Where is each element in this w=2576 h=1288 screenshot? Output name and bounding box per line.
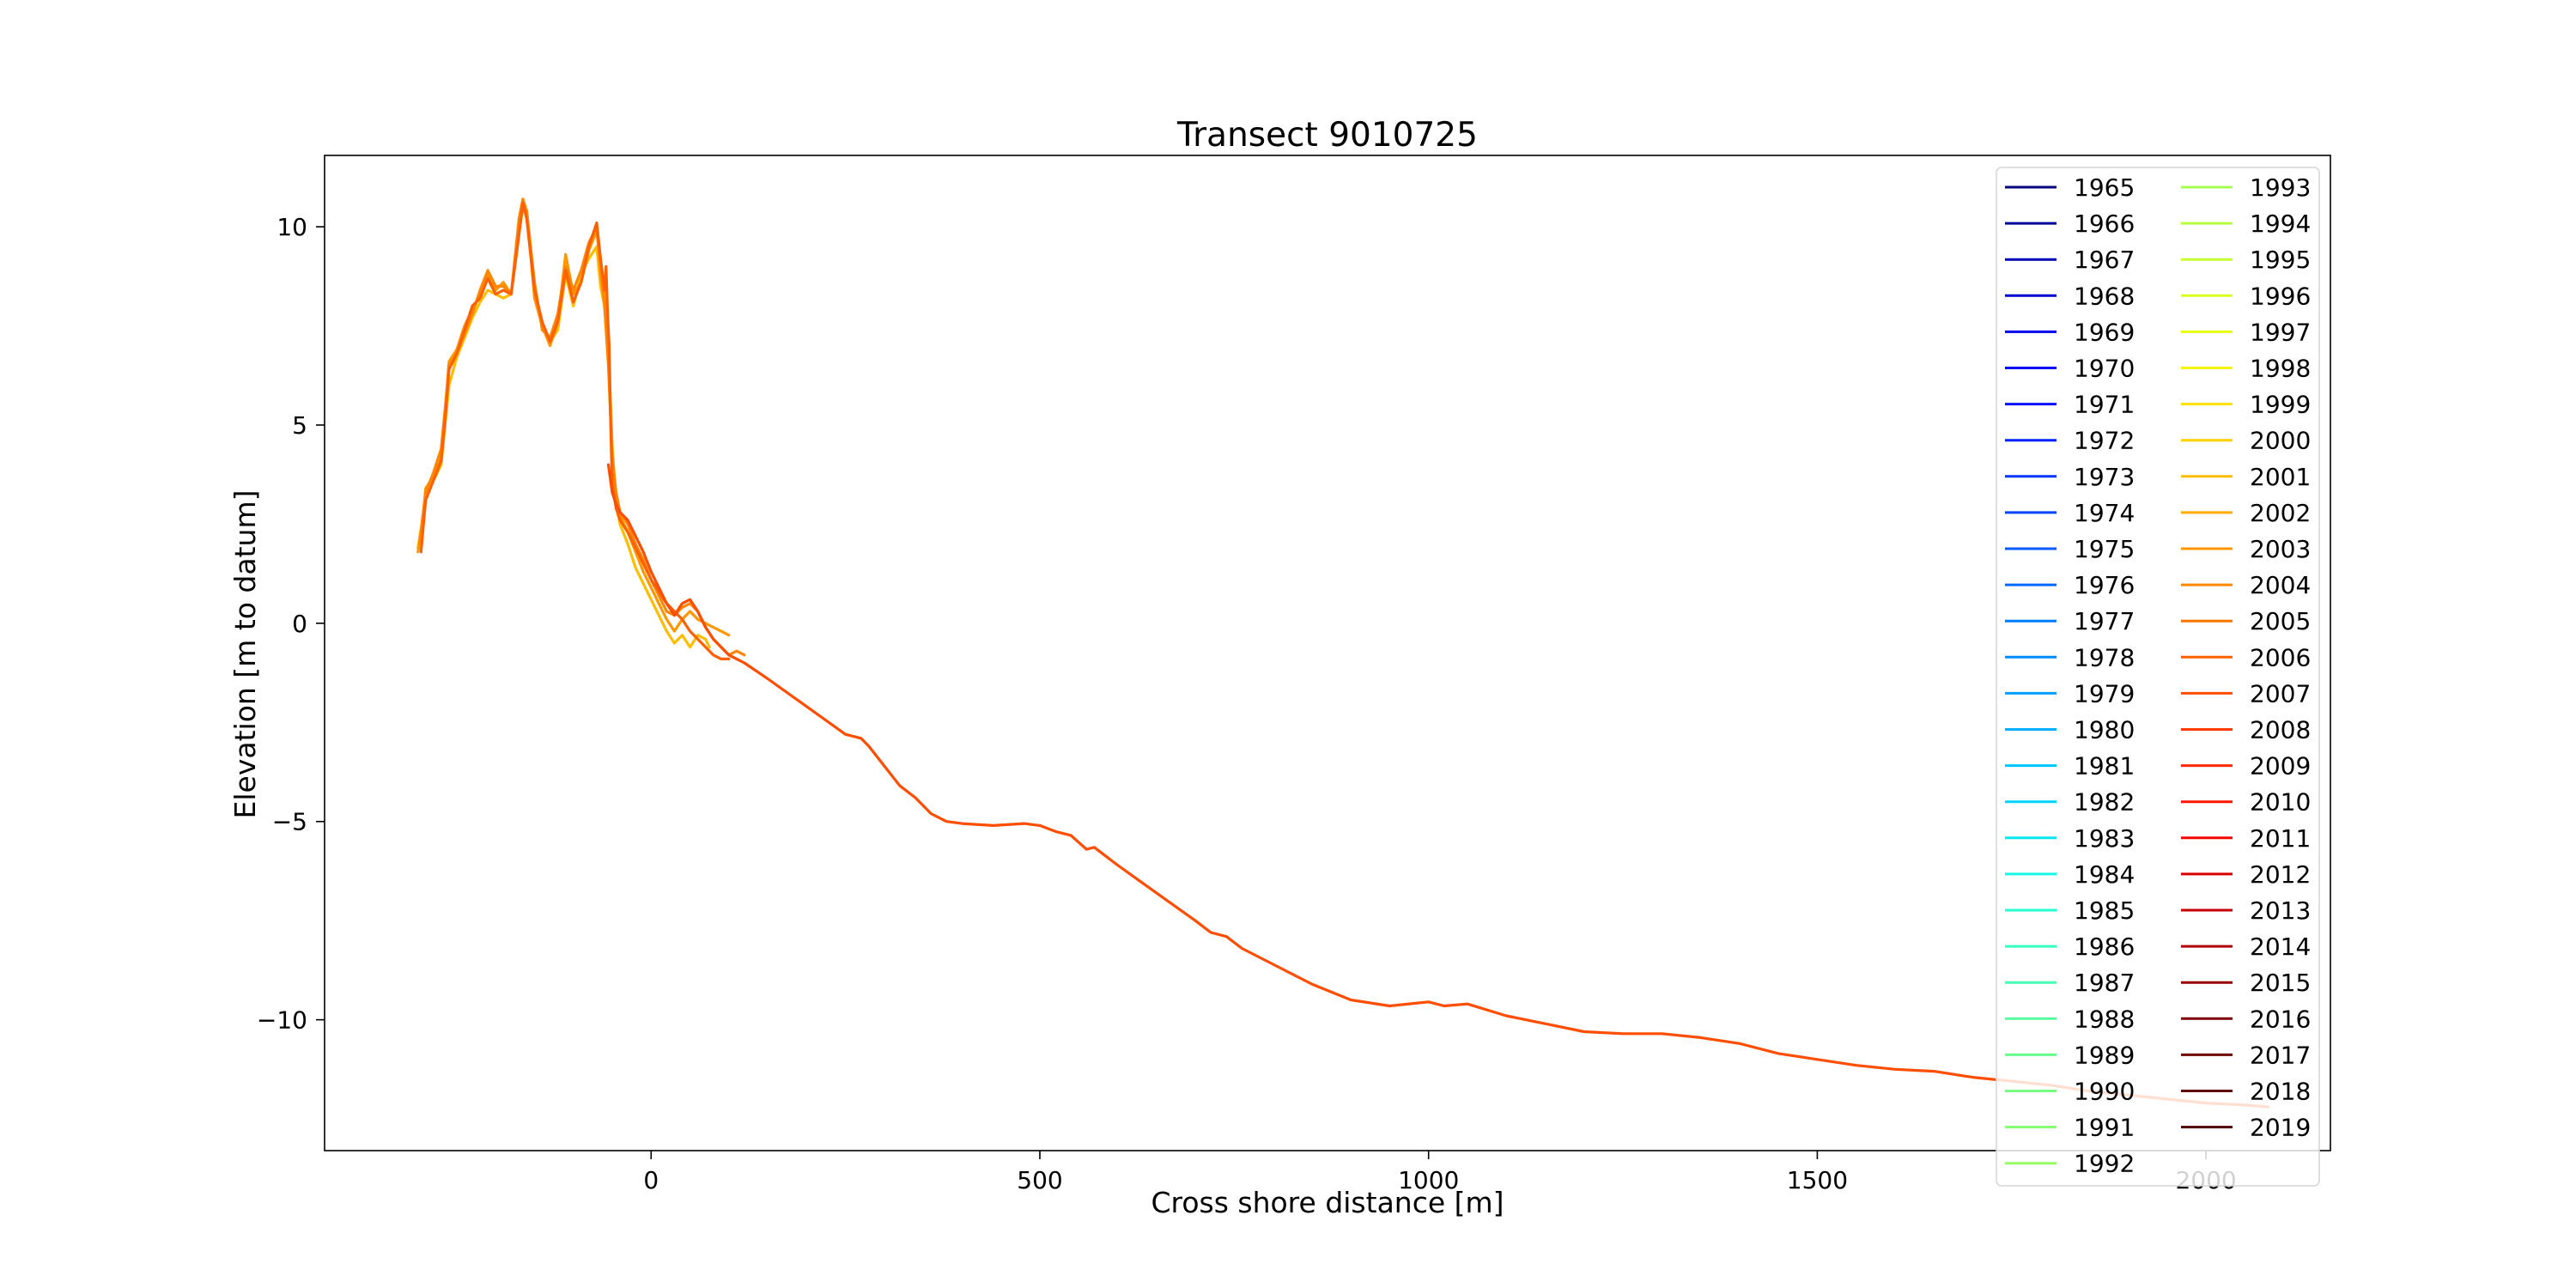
legend-label: 1984 <box>2074 860 2135 889</box>
legend-label: 1971 <box>2074 391 2135 419</box>
legend-label: 1999 <box>2250 391 2311 419</box>
x-tick-label: 1500 <box>1787 1166 1848 1194</box>
legend-label: 1991 <box>2074 1114 2135 1142</box>
y-tick-label: 0 <box>292 610 307 638</box>
series-line-2 <box>417 197 746 657</box>
legend-label: 2007 <box>2250 679 2311 708</box>
legend-label: 2001 <box>2250 463 2311 491</box>
legend-label: 2019 <box>2250 1114 2311 1142</box>
y-axis-label: Elevation [m to datum] <box>228 490 262 819</box>
legend-label: 1969 <box>2074 318 2135 346</box>
x-tick-label: 1000 <box>1398 1166 1459 1194</box>
legend-label: 1995 <box>2250 246 2311 274</box>
legend-label: 1988 <box>2074 1005 2135 1033</box>
legend-label: 1972 <box>2074 427 2135 455</box>
legend-label: 1992 <box>2074 1150 2135 1178</box>
x-axis-label: Cross shore distance [m] <box>1151 1186 1504 1219</box>
legend-label: 1989 <box>2074 1041 2135 1069</box>
legend-label: 1994 <box>2250 210 2311 238</box>
legend-label: 1983 <box>2074 824 2135 853</box>
legend-label: 1987 <box>2074 969 2135 997</box>
legend-label: 1997 <box>2250 318 2311 346</box>
legend-label: 2012 <box>2250 860 2311 889</box>
legend-label: 2014 <box>2250 933 2311 961</box>
legend-box <box>1996 167 2320 1187</box>
legend-label: 1966 <box>2074 210 2135 238</box>
legend-label: 2010 <box>2250 788 2311 817</box>
legend-label: 2000 <box>2250 427 2311 455</box>
legend-label: 2008 <box>2250 716 2311 744</box>
legend-label: 2011 <box>2250 824 2311 853</box>
series-line-1 <box>416 201 731 637</box>
legend-label: 2018 <box>2250 1078 2311 1106</box>
legend-label: 2003 <box>2250 535 2311 563</box>
legend-label: 1979 <box>2074 679 2135 708</box>
plot-area <box>416 197 2270 1109</box>
legend: 1965 1966 1967 1968 1969 1970 1971 1972 1973 1974… <box>1996 167 2320 1187</box>
x-axis-ticks: 0500100015002000 <box>643 1151 2237 1194</box>
legend-label: 2013 <box>2250 896 2311 925</box>
y-tick-label: −5 <box>272 808 307 836</box>
legend-label: 1973 <box>2074 463 2135 491</box>
legend-label: 2016 <box>2250 1005 2311 1033</box>
legend-label: 1978 <box>2074 643 2135 671</box>
legend-label: 1974 <box>2074 499 2135 527</box>
x-tick-label: 500 <box>1017 1166 1062 1194</box>
legend-label: 1975 <box>2074 535 2135 563</box>
legend-label: 1965 <box>2074 173 2135 202</box>
legend-label: 1968 <box>2074 282 2135 310</box>
legend-label: 1998 <box>2250 355 2311 383</box>
legend-label: 1996 <box>2250 282 2311 310</box>
y-tick-label: 10 <box>276 213 307 241</box>
x-tick-label: 0 <box>643 1166 659 1194</box>
chart-title: Transect 9010725 <box>1176 116 1478 155</box>
legend-label: 1967 <box>2074 246 2135 274</box>
legend-label: 1985 <box>2074 896 2135 925</box>
axes-frame <box>324 155 2331 1151</box>
legend-label: 2005 <box>2250 607 2311 635</box>
legend-label: 2009 <box>2250 752 2311 781</box>
y-axis-ticks: −10 −5 0 5 10 <box>257 213 325 1035</box>
y-tick-label: −10 <box>257 1006 307 1035</box>
series-line-3 <box>419 201 731 661</box>
legend-label: 1980 <box>2074 716 2135 744</box>
legend-label: 1990 <box>2074 1078 2135 1106</box>
legend-label: 2004 <box>2250 571 2311 599</box>
y-tick-label: 5 <box>292 411 307 440</box>
legend-label: 1982 <box>2074 788 2135 817</box>
legend-label: 1977 <box>2074 607 2135 635</box>
legend-label: 2002 <box>2250 499 2311 527</box>
series-line-4 <box>606 463 2270 1109</box>
legend-label: 1993 <box>2250 173 2311 202</box>
legend-label: 2015 <box>2250 969 2311 997</box>
legend-label: 1986 <box>2074 933 2135 961</box>
legend-label: 1970 <box>2074 355 2135 383</box>
legend-label: 1981 <box>2074 752 2135 781</box>
legend-label: 2006 <box>2250 643 2311 671</box>
legend-label: 2017 <box>2250 1041 2311 1069</box>
legend-label: 1976 <box>2074 571 2135 599</box>
